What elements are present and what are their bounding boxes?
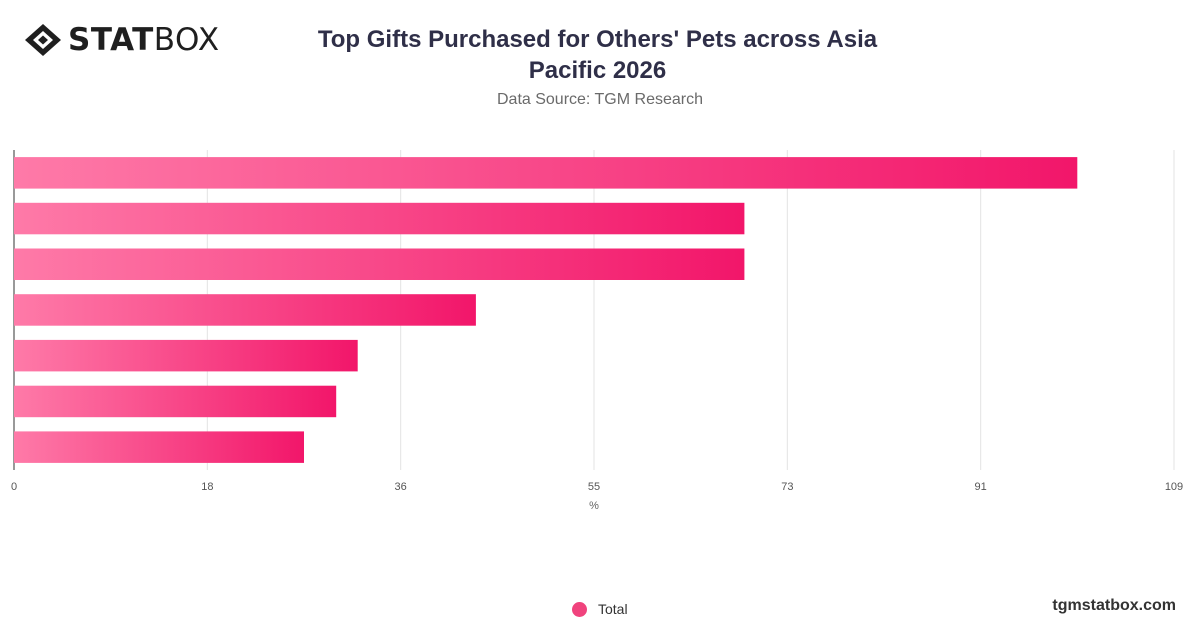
statbox-logo: STATBOX (24, 22, 220, 58)
bar-2[interactable] (14, 202, 745, 235)
x-tick-label: 73 (781, 481, 793, 493)
bar-3[interactable] (14, 248, 745, 281)
diamond-logo-icon (25, 24, 61, 56)
x-tick-label: 55 (588, 481, 600, 493)
logo-text-light: BOX (153, 22, 220, 58)
logo-text-bold: STAT (68, 22, 154, 58)
bar-4[interactable] (14, 294, 476, 326)
chart-subtitle: Data Source: TGM Research (496, 91, 703, 108)
bar-7[interactable] (14, 431, 304, 463)
x-axis: 0 18 36 55 73 91 109% (11, 481, 1183, 512)
x-tick-label: 91 (975, 481, 987, 493)
x-tick-label: 36 (395, 481, 407, 493)
chart-title: Top Gifts Purchased for Others' Pets acr… (300, 24, 895, 86)
bar-1[interactable] (14, 157, 1078, 189)
legend-item-total[interactable]: Total (572, 601, 628, 617)
chart-title-line-2: Pacific 2026 (528, 57, 667, 84)
chart-title-line-1: Top Gifts Purchased for Others' Pets acr… (317, 26, 878, 53)
x-tick-label: 0 (11, 481, 17, 493)
x-axis-label: % (589, 500, 599, 512)
legend-label: Total (598, 601, 628, 617)
x-tick-label: 18 (201, 481, 213, 493)
logo-wordmark: STATBOX (68, 22, 220, 58)
bar-5[interactable] (14, 339, 358, 372)
footer-url: tgmstatbox.com (1052, 597, 1176, 614)
bar-6[interactable] (14, 385, 337, 418)
bars (14, 157, 1078, 463)
x-tick-label: 109 (1165, 481, 1183, 493)
legend-marker-icon (572, 601, 587, 617)
